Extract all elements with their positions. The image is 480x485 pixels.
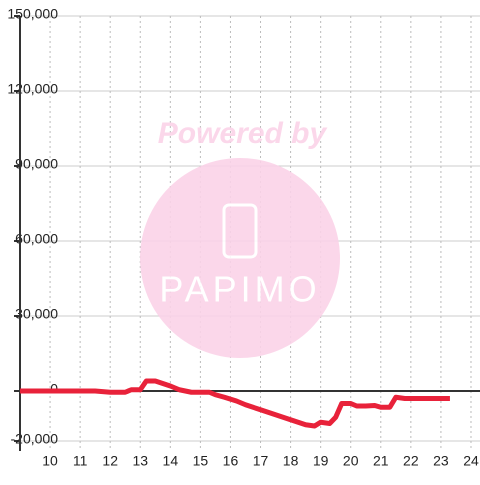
x-tick-label: 21 xyxy=(373,453,389,469)
watermark: Powered by PAPIMO xyxy=(140,117,340,358)
x-tick-label: 22 xyxy=(403,453,419,469)
x-tick-label: 13 xyxy=(132,453,148,469)
x-tick-label: 19 xyxy=(313,453,329,469)
x-tick-label: 17 xyxy=(253,453,269,469)
y-tick-label: -20,000 xyxy=(11,431,59,447)
x-tick-label: 14 xyxy=(163,453,179,469)
y-tick-label: 90,000 xyxy=(15,156,58,172)
x-tick-label: 18 xyxy=(283,453,299,469)
watermark-icon xyxy=(222,203,258,259)
line xyxy=(20,378,450,429)
x-tick-label: 23 xyxy=(433,453,449,469)
y-tick-label: 60,000 xyxy=(15,231,58,247)
y-tick-label: 30,000 xyxy=(15,306,58,322)
watermark-text: Powered by xyxy=(158,117,328,150)
x-tick-label: 15 xyxy=(193,453,209,469)
x-tick-label: 16 xyxy=(223,453,239,469)
x-tick-label: 12 xyxy=(102,453,118,469)
y-tick-label: 150,000 xyxy=(7,6,58,22)
x-tick-label: 10 xyxy=(42,453,58,469)
y-tick-label: 120,000 xyxy=(7,81,58,97)
x-tick-label: 20 xyxy=(343,453,359,469)
x-tick-label: 24 xyxy=(463,453,479,469)
x-tick-label: 11 xyxy=(73,453,88,469)
watermark-text: PAPIMO xyxy=(159,269,320,310)
